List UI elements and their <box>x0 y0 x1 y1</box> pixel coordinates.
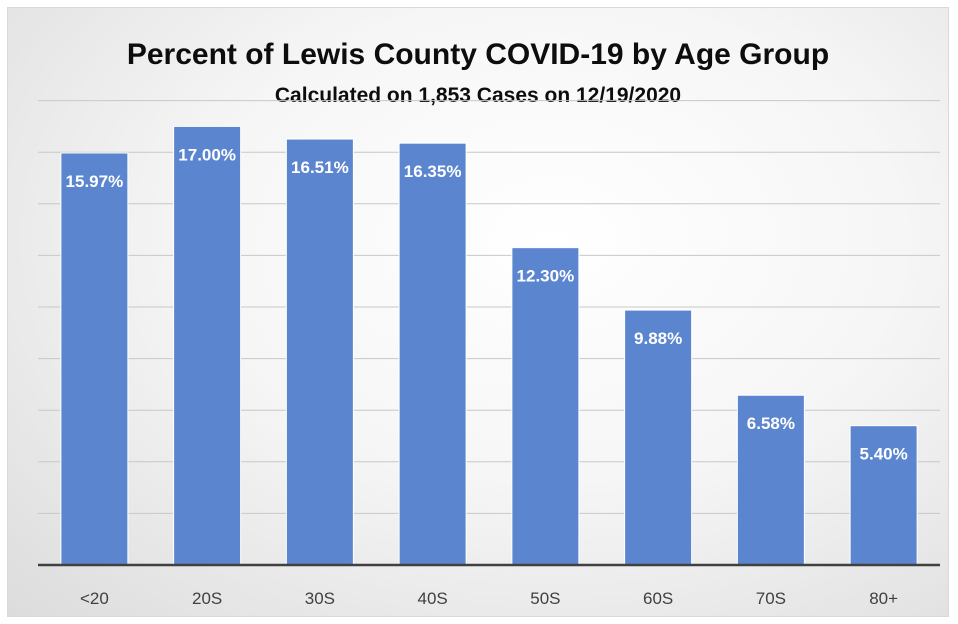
x-tick-label: 50S <box>530 589 560 608</box>
x-tick-label: 70S <box>756 589 786 608</box>
x-tick-labels: <20 20S 30S 40S 50S 60S 70S 80+ <box>80 589 898 608</box>
bar <box>60 152 129 566</box>
chart-area: Percent of Lewis County COVID-19 by Age … <box>7 7 949 617</box>
bar <box>285 138 354 566</box>
bar <box>624 309 693 566</box>
x-tick-label: 80+ <box>869 589 898 608</box>
bar-data-label: 16.51% <box>291 158 349 177</box>
bar <box>398 142 467 566</box>
bars <box>60 125 918 566</box>
bar <box>849 425 918 566</box>
chart-subtitle: Calculated on 1,853 Cases on 12/19/2020 <box>274 84 682 107</box>
x-tick-label: 40S <box>418 589 448 608</box>
bar <box>736 394 805 566</box>
x-tick-label: 60S <box>643 589 673 608</box>
bar <box>173 125 242 566</box>
bar-data-label: 6.58% <box>747 414 795 433</box>
bar-data-label: 9.88% <box>634 329 682 348</box>
bar-data-label: 16.35% <box>404 162 462 181</box>
chart-title: Percent of Lewis County COVID-19 by Age … <box>126 38 830 71</box>
bar-data-label: 17.00% <box>178 145 236 164</box>
x-tick-label: <20 <box>80 589 109 608</box>
bar-data-label: 5.40% <box>860 445 908 464</box>
x-tick-label: 20S <box>192 589 222 608</box>
bar <box>511 247 580 566</box>
bar-data-labels: 15.97% 17.00% 16.51% 16.35% 12.30% 9.88% 6.58%… <box>66 145 908 463</box>
x-tick-label: 30S <box>305 589 335 608</box>
bar-data-label: 15.97% <box>66 172 124 191</box>
bar-data-label: 12.30% <box>517 267 575 286</box>
